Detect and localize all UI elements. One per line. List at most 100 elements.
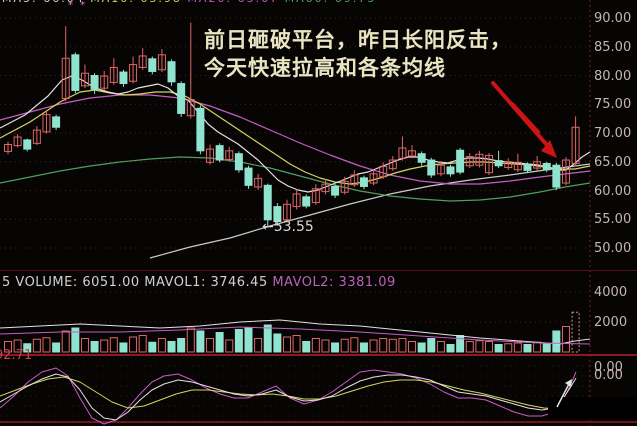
event-marks: * * <box>68 0 88 11</box>
annotation-line-2: 今天快速拉高和各条均线 <box>204 56 446 80</box>
candle-body <box>485 154 493 174</box>
price-axis-label: 75.00 <box>594 97 632 113</box>
volume-bar <box>52 342 61 353</box>
price-axis-label: 65.00 <box>594 154 632 170</box>
low-price-label: ←53.55 <box>262 219 314 235</box>
volume-bar <box>552 330 561 353</box>
candle-body <box>398 147 407 159</box>
volume-bar <box>417 342 426 353</box>
candle-body <box>273 206 282 223</box>
volume-bar <box>379 338 388 353</box>
annotation-line-1: 前日砸破平台，昨日长阳反击， <box>204 28 512 52</box>
volume-bar <box>369 339 378 353</box>
volume-bar <box>504 343 513 353</box>
candle-body <box>42 114 51 133</box>
volume-bar <box>32 338 41 353</box>
candle-body <box>13 136 22 147</box>
candle-body <box>456 149 465 173</box>
ma20-legend: MA20: 65.67 <box>187 0 284 5</box>
volume-bar <box>148 341 157 353</box>
indicator-up-arrow <box>556 381 571 408</box>
candle-body <box>61 57 70 99</box>
candle-body <box>196 107 205 152</box>
candle-body <box>542 162 551 171</box>
candle-body <box>561 159 570 184</box>
volume-bar <box>186 327 195 353</box>
volume-bar <box>90 341 99 353</box>
volume-bar <box>436 341 445 353</box>
candle-body <box>494 160 503 167</box>
volume-bar <box>71 327 80 353</box>
volume-bar <box>234 329 243 353</box>
volume-bar <box>513 342 522 353</box>
candle-body <box>4 144 12 152</box>
candle-body <box>254 177 263 188</box>
price-axis-label: 50.00 <box>594 241 632 256</box>
volume-bar <box>254 338 263 353</box>
volume-bar <box>485 341 493 353</box>
candle-body <box>340 180 349 193</box>
volume-value: VOLUME: 6051.00 <box>15 275 145 290</box>
indicator-left-value: 92.71 <box>0 348 33 363</box>
macd-j-line <box>0 367 577 425</box>
volume-bar <box>4 341 12 353</box>
indicator-up-arrowhead <box>565 379 572 387</box>
candle-body <box>302 196 311 207</box>
volume-bar <box>263 324 272 353</box>
candle-body <box>186 99 195 117</box>
volume-bar <box>494 344 503 353</box>
volume-bar <box>177 338 186 353</box>
candle-body <box>234 153 243 171</box>
volume-bar <box>446 344 455 353</box>
volume-bar <box>61 330 70 353</box>
ma60-legend: MA60: 69.75 <box>285 0 377 5</box>
candle-body <box>100 75 109 89</box>
candle-body <box>244 167 253 186</box>
volume-bar <box>13 339 22 353</box>
volume-bar <box>350 337 359 353</box>
indicator-axis-label: 0.00 <box>594 368 623 383</box>
candle-body <box>138 55 147 68</box>
ma20-line <box>0 94 591 185</box>
mavol2-line <box>0 326 591 345</box>
volume-bar <box>215 332 224 353</box>
candle-body <box>446 166 455 175</box>
volume-bar <box>157 338 166 353</box>
masked-watermark-box <box>548 397 637 419</box>
volume-bar <box>427 338 436 353</box>
candle-body <box>119 71 128 85</box>
price-axis-label: 85.00 <box>594 39 632 55</box>
volume-axis-label: 4000 <box>594 285 628 300</box>
ma10-legend: MA10: 63.98 <box>90 0 187 5</box>
volume-bar <box>465 341 474 353</box>
red-arrowhead <box>541 140 557 158</box>
candle-body <box>282 203 291 221</box>
volume-bar <box>244 327 253 353</box>
candle-body <box>369 173 378 184</box>
candle-body <box>177 83 186 114</box>
candle-body <box>225 150 234 160</box>
candle-body <box>408 150 417 157</box>
price-axis-label: 90.00 <box>594 11 632 26</box>
volume-bar <box>225 339 234 353</box>
volume-bar <box>523 344 532 353</box>
volume-bar <box>388 338 397 353</box>
volume-bar <box>273 333 282 353</box>
pane-separator <box>0 354 637 356</box>
volume-bar <box>331 342 340 353</box>
candle-body <box>571 126 580 164</box>
indicator-axis-label: 0.00 <box>594 360 623 375</box>
candle-body <box>71 54 80 91</box>
volume-bar <box>167 341 176 353</box>
volume-bar <box>561 326 570 353</box>
candle-body <box>533 161 542 169</box>
price-axis-label: 80.00 <box>594 68 632 84</box>
volume-bar <box>475 340 484 353</box>
volume-bar <box>456 335 465 353</box>
volume-bar <box>42 337 51 353</box>
red-arrow-shaft <box>510 102 540 134</box>
volume-bar <box>100 339 109 353</box>
candle-body <box>23 139 32 150</box>
